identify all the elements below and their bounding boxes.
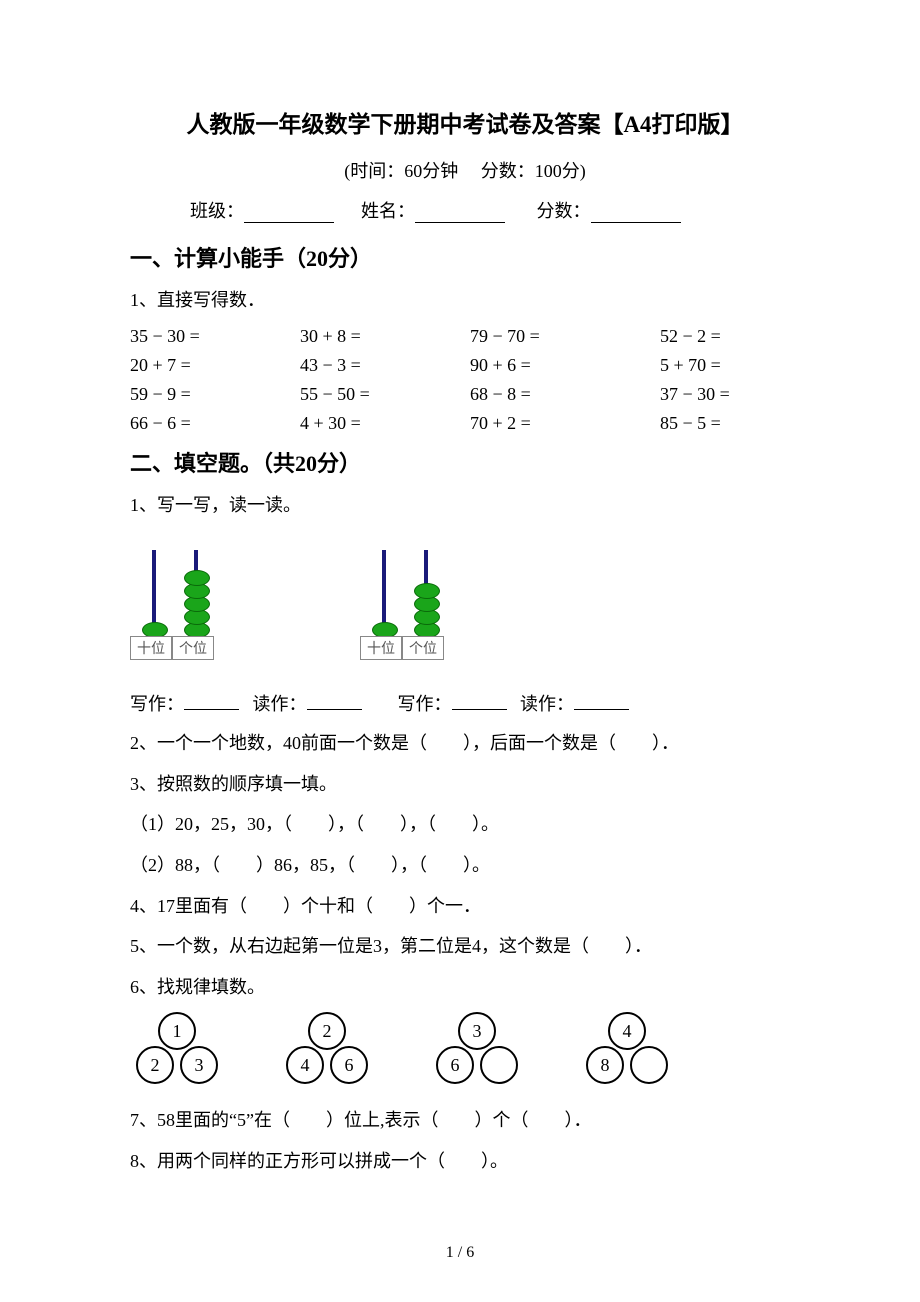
- calc-cell: 4 + 30 =: [300, 413, 470, 434]
- page-title: 人教版一年级数学下册期中考试卷及答案【A4打印版】: [130, 105, 800, 139]
- pattern-circle: [480, 1046, 518, 1084]
- s2-q4: 4、17里面有（ ）个十和（ ）个一．: [130, 891, 800, 922]
- s2-q3: 3、按照数的顺序填一填。: [130, 769, 800, 800]
- blank: [452, 693, 507, 710]
- calc-cell: 90 + 6 =: [470, 355, 660, 376]
- q1-label: 1、直接写得数．: [130, 285, 800, 316]
- s2-q8: 8、用两个同样的正方形可以拼成一个（ ）。: [130, 1146, 800, 1177]
- calc-cell: 35 − 30 =: [130, 326, 300, 347]
- pattern-circle: 6: [436, 1046, 474, 1084]
- class-label: 班级：: [190, 201, 244, 221]
- s2-q2: 2、一个一个地数，40前面一个数是（ ），后面一个数是（ ）．: [130, 728, 800, 759]
- calc-cell: 66 − 6 =: [130, 413, 300, 434]
- page-number: 1 / 6: [0, 1244, 920, 1262]
- calc-cell: 70 + 2 =: [470, 413, 660, 434]
- calc-cell: 5 + 70 =: [660, 355, 810, 376]
- abacus-base: 十位 个位: [360, 636, 444, 660]
- abacus-rod-ones: [424, 550, 428, 638]
- s2-q6: 6、找规律填数。: [130, 972, 800, 1003]
- calc-cell: 20 + 7 =: [130, 355, 300, 376]
- exam-meta: (时间：60分钟 分数：100分): [130, 157, 800, 183]
- tens-label: 十位: [360, 636, 402, 660]
- calc-cell: 59 − 9 =: [130, 384, 300, 405]
- blank: [184, 693, 239, 710]
- blank: [574, 693, 629, 710]
- trio: 2 4 6: [280, 1012, 370, 1087]
- pattern-circle: 2: [136, 1046, 174, 1084]
- blank: [307, 693, 362, 710]
- abacus-bead: [414, 583, 440, 599]
- pattern-circle: 4: [608, 1012, 646, 1050]
- pattern-circle: 8: [586, 1046, 624, 1084]
- calc-cell: 79 − 70 =: [470, 326, 660, 347]
- abacus-2: 十位 个位: [360, 540, 460, 660]
- s2-q3-1: （1）20，25，30，（ ），（ ），（ ）。: [130, 809, 800, 840]
- read-b: 读作：: [520, 694, 574, 714]
- name-label: 姓名：: [361, 201, 415, 221]
- calc-grid: 35 − 30 = 30 + 8 = 79 − 70 = 52 − 2 = 20…: [130, 326, 800, 434]
- s2-q5: 5、一个数，从右边起第一位是3，第二位是4，这个数是（ ）．: [130, 931, 800, 962]
- pattern-circle: 2: [308, 1012, 346, 1050]
- ones-label: 个位: [172, 636, 214, 660]
- abacus-bead: [184, 570, 210, 586]
- abacus-1: 十位 个位: [130, 540, 230, 660]
- pattern-circle: 4: [286, 1046, 324, 1084]
- calc-cell: 37 − 30 =: [660, 384, 810, 405]
- pattern-circle: 3: [180, 1046, 218, 1084]
- s2-q3-2: （2）88，（ ）86，85，（ ），（ ）。: [130, 850, 800, 881]
- s2-q1: 1、写一写，读一读。: [130, 490, 800, 521]
- tens-label: 十位: [130, 636, 172, 660]
- pattern-circle: 6: [330, 1046, 368, 1084]
- section2-heading: 二、填空题。（共20分）: [130, 446, 800, 478]
- trio: 3 6: [430, 1012, 520, 1087]
- calc-cell: 30 + 8 =: [300, 326, 470, 347]
- read-a: 读作：: [253, 694, 307, 714]
- abacus-rod-tens: [382, 550, 386, 638]
- abacus-rod-tens: [152, 550, 156, 638]
- exam-page: 人教版一年级数学下册期中考试卷及答案【A4打印版】 (时间：60分钟 分数：10…: [0, 0, 920, 1302]
- calc-cell: 52 − 2 =: [660, 326, 810, 347]
- trio: 1 2 3: [130, 1012, 220, 1087]
- write-b: 写作：: [398, 694, 452, 714]
- score-label: 分数：: [537, 201, 591, 221]
- abacus-base: 十位 个位: [130, 636, 214, 660]
- section1-heading: 一、计算小能手（20分）: [130, 241, 800, 273]
- write-a: 写作：: [130, 694, 184, 714]
- calc-cell: 43 − 3 =: [300, 355, 470, 376]
- pattern-circle: [630, 1046, 668, 1084]
- class-blank: [244, 204, 334, 223]
- s2-q7: 7、58里面的“5”在（ ）位上,表示（ ）个（ ）．: [130, 1105, 800, 1136]
- abacus-row: 十位 个位 十位 个位: [130, 540, 800, 660]
- pattern-row: 1 2 3 2 4 6 3 6 4 8: [130, 1012, 800, 1087]
- write-read-line: 写作： 读作： 写作： 读作：: [130, 690, 800, 716]
- calc-cell: 68 − 8 =: [470, 384, 660, 405]
- calc-cell: 85 − 5 =: [660, 413, 810, 434]
- student-fields: 班级： 姓名： 分数：: [130, 197, 800, 223]
- trio: 4 8: [580, 1012, 670, 1087]
- name-blank: [415, 204, 505, 223]
- pattern-circle: 3: [458, 1012, 496, 1050]
- pattern-circle: 1: [158, 1012, 196, 1050]
- ones-label: 个位: [402, 636, 444, 660]
- calc-cell: 55 − 50 =: [300, 384, 470, 405]
- score-blank: [591, 204, 681, 223]
- abacus-rod-ones: [194, 550, 198, 638]
